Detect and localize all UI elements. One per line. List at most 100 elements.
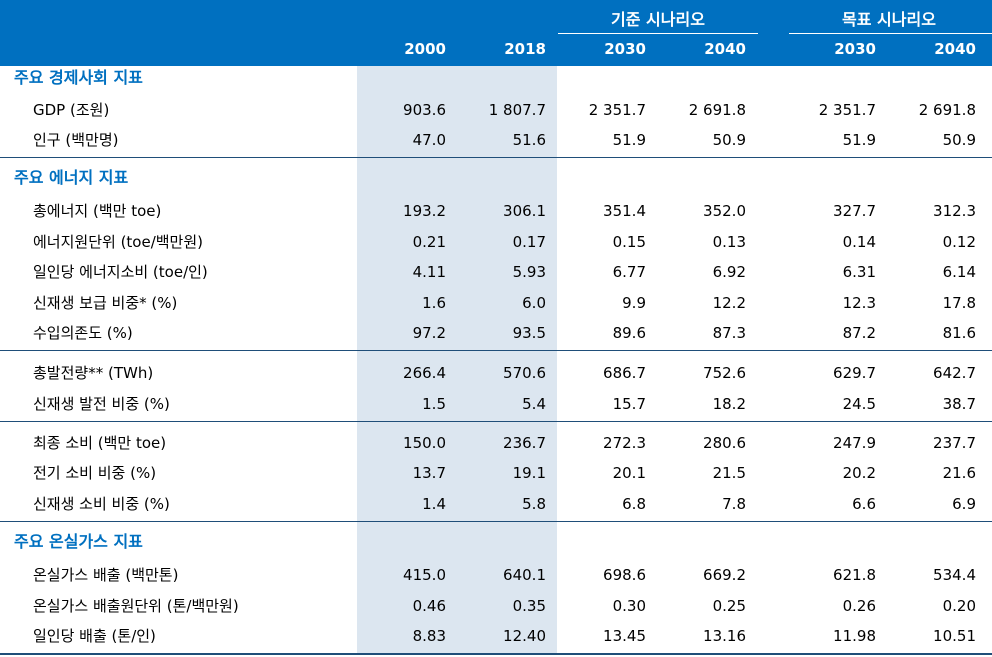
year-header: 2030 [834,40,876,58]
cell-value: 13.16 [703,627,746,645]
table-row: 수입의존도 (%) 97.2 93.5 89.6 87.3 87.2 81.6 [0,319,992,347]
cell-value: 6.8 [622,495,646,513]
row-label: 수입의존도 (%) [33,324,133,342]
cell-value: 12.40 [503,627,546,645]
cell-value: 87.3 [712,324,746,342]
table-row: 신재생 소비 비중 (%) 1.4 5.8 6.8 7.8 6.6 6.9 [0,490,992,518]
cell-value: 11.98 [833,627,876,645]
cell-value: 247.9 [833,434,876,452]
cell-value: 621.8 [833,566,876,584]
table-row: 최종 소비 (백만 toe) 150.0 236.7 272.3 280.6 2… [0,429,992,457]
cell-value: 8.83 [412,627,446,645]
cell-value: 17.8 [942,294,976,312]
section-divider [0,157,992,158]
cell-value: 47.0 [412,131,446,149]
row-label: GDP (조원) [33,101,110,119]
cell-value: 1.6 [422,294,446,312]
cell-value: 193.2 [403,202,446,220]
row-label: 총발전량** (TWh) [33,364,154,382]
cell-value: 351.4 [603,202,646,220]
cell-value: 2 351.7 [588,101,646,119]
cell-value: 306.1 [503,202,546,220]
table-row: 일인당 배출 (톤/인) 8.83 12.40 13.45 13.16 11.9… [0,622,992,650]
group-divider [0,350,992,351]
row-label: 인구 (백만명) [33,131,119,149]
row-label: 전기 소비 비중 (%) [33,464,157,482]
cell-value: 352.0 [703,202,746,220]
cell-value: 20.2 [842,464,876,482]
table-header: 기준 시나리오 목표 시나리오 2000 2018 2030 2040 2030… [0,0,992,66]
row-label: 최종 소비 (백만 toe) [33,434,167,452]
cell-value: 640.1 [503,566,546,584]
cell-value: 0.25 [712,597,746,615]
cell-value: 2 351.7 [818,101,876,119]
cell-value: 20.1 [612,464,646,482]
cell-value: 51.9 [842,131,876,149]
table-row: 신재생 발전 비중 (%) 1.5 5.4 15.7 18.2 24.5 38.… [0,390,992,418]
cell-value: 150.0 [403,434,446,452]
cell-value: 12.2 [712,294,746,312]
cell-value: 21.6 [942,464,976,482]
cell-value: 4.11 [412,263,446,281]
cell-value: 312.3 [933,202,976,220]
cell-value: 93.5 [512,324,546,342]
row-label: 신재생 보급 비중* (%) [33,294,178,312]
cell-value: 570.6 [503,364,546,382]
cell-value: 6.77 [612,263,646,281]
cell-value: 89.6 [612,324,646,342]
cell-value: 2 691.8 [688,101,746,119]
table-row: 신재생 보급 비중* (%) 1.6 6.0 9.9 12.2 12.3 17.… [0,289,992,317]
cell-value: 534.4 [933,566,976,584]
table-bottom-border [0,653,992,655]
cell-value: 0.13 [712,233,746,251]
cell-value: 21.5 [712,464,746,482]
cell-value: 19.1 [512,464,546,482]
table-row: 에너지원단위 (toe/백만원) 0.21 0.17 0.15 0.13 0.1… [0,228,992,256]
cell-value: 237.7 [933,434,976,452]
cell-value: 6.9 [952,495,976,513]
row-label: 에너지원단위 (toe/백만원) [33,233,204,251]
cell-value: 50.9 [712,131,746,149]
year-header: 2000 [404,40,446,58]
cell-value: 87.2 [842,324,876,342]
scenario-title-baseline: 기준 시나리오 [611,10,705,29]
cell-value: 272.3 [603,434,646,452]
row-label: 총에너지 (백만 toe) [33,202,162,220]
row-label: 일인당 에너지소비 (toe/인) [33,263,208,281]
cell-value: 0.17 [512,233,546,251]
table-row: 총에너지 (백만 toe) 193.2 306.1 351.4 352.0 32… [0,197,992,225]
cell-value: 280.6 [703,434,746,452]
cell-value: 669.2 [703,566,746,584]
cell-value: 97.2 [412,324,446,342]
cell-value: 0.14 [842,233,876,251]
cell-value: 903.6 [403,101,446,119]
cell-value: 642.7 [933,364,976,382]
table-row: 인구 (백만명) 47.0 51.6 51.9 50.9 51.9 50.9 [0,126,992,154]
cell-value: 0.12 [942,233,976,251]
section-title: 주요 온실가스 지표 [14,532,143,551]
cell-value: 698.6 [603,566,646,584]
scenario-underline-target [789,33,992,34]
cell-value: 0.15 [612,233,646,251]
row-label: 일인당 배출 (톤/인) [33,627,156,645]
table-row: GDP (조원) 903.6 1 807.7 2 351.7 2 691.8 2… [0,96,992,124]
table-row: 총발전량** (TWh) 266.4 570.6 686.7 752.6 629… [0,359,992,387]
cell-value: 0.20 [942,597,976,615]
cell-value: 38.7 [942,395,976,413]
row-label: 온실가스 배출원단위 (톤/백만원) [33,597,239,615]
cell-value: 236.7 [503,434,546,452]
table-row: 온실가스 배출원단위 (톤/백만원) 0.46 0.35 0.30 0.25 0… [0,592,992,620]
cell-value: 266.4 [403,364,446,382]
cell-value: 0.35 [512,597,546,615]
cell-value: 18.2 [712,395,746,413]
cell-value: 12.3 [842,294,876,312]
cell-value: 10.51 [933,627,976,645]
cell-value: 415.0 [403,566,446,584]
cell-value: 6.92 [712,263,746,281]
cell-value: 50.9 [942,131,976,149]
cell-value: 6.31 [842,263,876,281]
row-label: 온실가스 배출 (백만톤) [33,566,179,584]
section-divider [0,521,992,522]
section-title: 주요 에너지 지표 [14,168,129,187]
